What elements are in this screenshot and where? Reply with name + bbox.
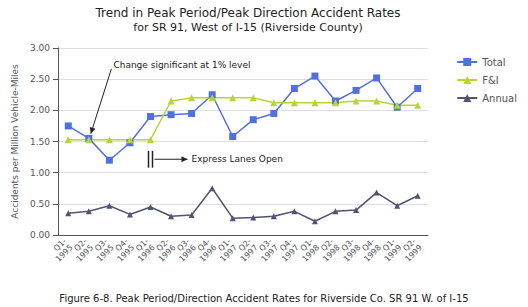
svg-text:Q2-: Q2-	[401, 236, 418, 254]
svg-text:1995: 1995	[95, 243, 116, 264]
svg-text:Trend in Peak Period/Peak Dire: Trend in Peak Period/Peak Direction Acci…	[95, 6, 401, 20]
svg-text:1999: 1999	[403, 243, 424, 264]
svg-text:F&I: F&I	[482, 75, 499, 86]
svg-text:Express Lanes Open: Express Lanes Open	[192, 154, 283, 164]
svg-text:1998: 1998	[342, 243, 363, 264]
svg-text:for SR 91, West of I-15 (River: for SR 91, West of I-15 (Riverside Count…	[133, 21, 362, 34]
svg-text:1999: 1999	[383, 243, 404, 264]
svg-text:Q2-: Q2-	[72, 236, 89, 254]
svg-text:Total: Total	[481, 57, 505, 68]
svg-text:1.00: 1.00	[30, 168, 50, 178]
svg-text:Q3-: Q3-	[339, 236, 357, 254]
svg-text:Q1-: Q1-	[298, 236, 315, 254]
svg-text:1996: 1996	[177, 243, 198, 264]
svg-text:Q4-: Q4-	[113, 236, 130, 254]
svg-text:3.00: 3.00	[30, 43, 50, 53]
svg-text:Accidents per Million Vehicle-: Accidents per Million Vehicle-Miles	[10, 64, 20, 219]
svg-text:1995: 1995	[54, 243, 75, 264]
svg-text:1997: 1997	[218, 243, 239, 264]
svg-text:Q2-: Q2-	[154, 236, 172, 254]
svg-text:1997: 1997	[259, 243, 280, 264]
svg-text:Change significant at 1% level: Change significant at 1% level	[113, 60, 250, 70]
svg-text:Figure 6-8. Peak Period/Direct: Figure 6-8. Peak Period/Direction Accide…	[59, 293, 468, 304]
svg-text:Q1-: Q1-	[216, 236, 233, 254]
svg-text:0.00: 0.00	[30, 230, 50, 240]
svg-text:1.50: 1.50	[30, 137, 50, 147]
svg-text:Q2-: Q2-	[236, 236, 254, 254]
svg-text:Q1-: Q1-	[134, 236, 151, 254]
svg-text:Q3-: Q3-	[92, 236, 110, 254]
svg-text:Q2-: Q2-	[319, 236, 336, 254]
svg-text:Q3-: Q3-	[175, 236, 192, 254]
svg-text:1995: 1995	[116, 243, 137, 264]
svg-text:1998: 1998	[321, 243, 342, 264]
svg-text:Q1-: Q1-	[380, 236, 398, 254]
svg-text:1997: 1997	[280, 243, 301, 264]
svg-text:1996: 1996	[136, 243, 157, 264]
svg-text:Q4-: Q4-	[277, 236, 295, 254]
svg-text:1996: 1996	[198, 243, 219, 264]
svg-text:1996: 1996	[157, 243, 178, 264]
svg-text:0.50: 0.50	[30, 199, 50, 209]
svg-text:2.50: 2.50	[30, 74, 50, 84]
svg-text:2.00: 2.00	[30, 105, 50, 115]
svg-text:Annual: Annual	[482, 93, 517, 104]
svg-text:Q1-: Q1-	[51, 236, 69, 254]
svg-text:1997: 1997	[239, 243, 260, 264]
svg-text:1998: 1998	[362, 243, 383, 264]
svg-text:1995: 1995	[74, 243, 95, 264]
svg-text:1998: 1998	[301, 243, 322, 264]
svg-text:Q4-: Q4-	[360, 236, 377, 254]
svg-text:Q3-: Q3-	[257, 236, 274, 254]
svg-text:Q4-: Q4-	[195, 236, 213, 254]
